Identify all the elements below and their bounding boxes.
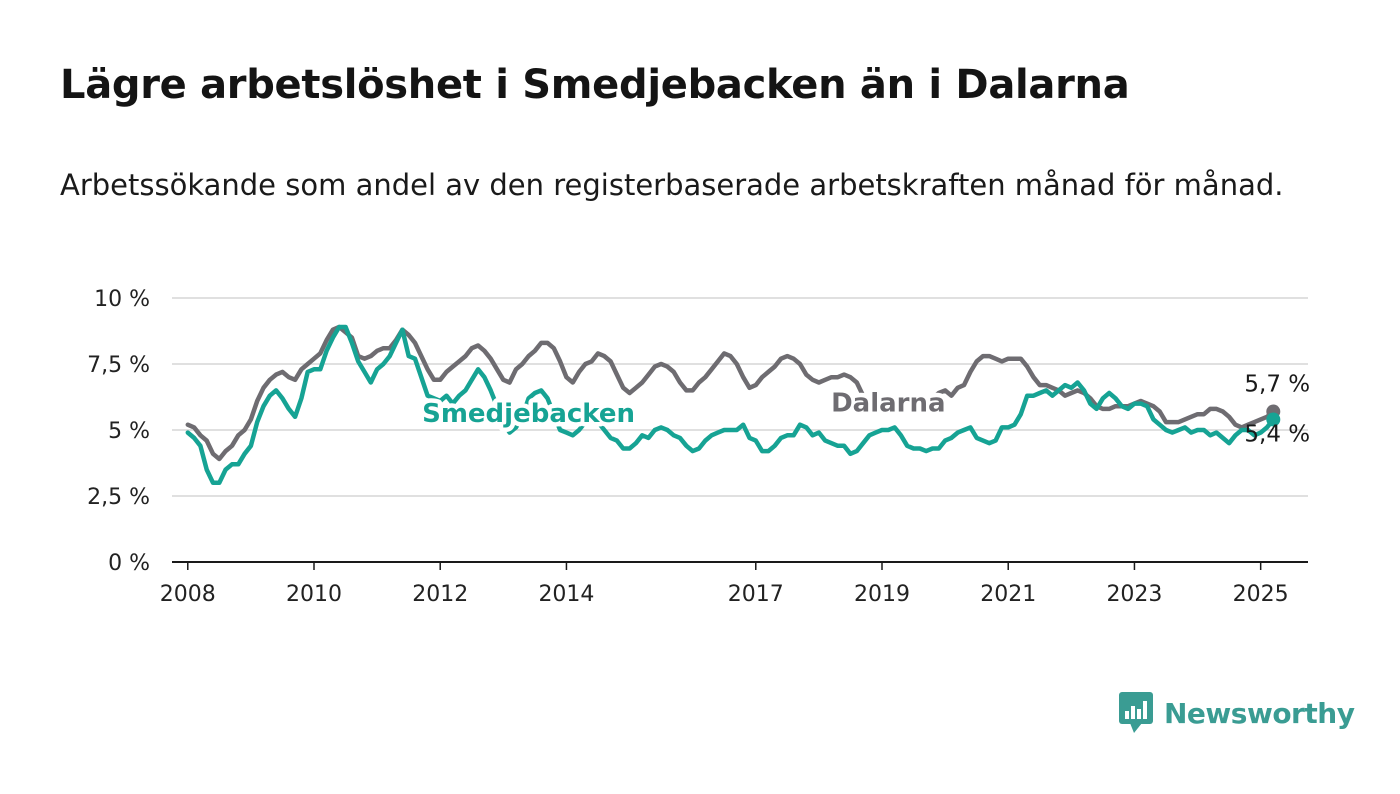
x-tick-label: 2008 (160, 582, 216, 607)
y-tick-label: 0 % (108, 551, 150, 576)
x-tick-label: 2014 (538, 582, 594, 607)
chart-bubble-icon (1119, 692, 1153, 733)
chart-subtitle: Arbetssökande som andel av den registerb… (60, 168, 1284, 202)
y-tick-label: 2,5 % (87, 485, 150, 510)
series-labels: DalarnaDalarnaSmedjebackenSmedjebacken5,… (418, 372, 1311, 448)
x-tick-label: 2019 (854, 582, 910, 607)
series-lines (185, 324, 1281, 486)
x-tick-label: 2010 (286, 582, 342, 607)
series-line-smedjebacken (185, 324, 1276, 486)
chart-title: Lägre arbetslöshet i Smedjebacken än i D… (60, 62, 1130, 108)
series-label-halo: Dalarna (831, 389, 945, 419)
x-tick-label: 2012 (412, 582, 468, 607)
x-tick-label: 2021 (980, 582, 1036, 607)
y-tick-label: 10 % (94, 287, 150, 312)
end-value-label-dalarna: 5,7 % (1244, 372, 1310, 398)
end-marker-smedjebacken (1266, 412, 1281, 427)
x-tick-label: 2023 (1106, 582, 1162, 607)
brand-logo: Newsworthy (1118, 690, 1355, 736)
y-tick-label: 7,5 % (87, 353, 150, 378)
x-axis-ticks: 2008 2010 2012 2014 2017 2019 2021 2023 2025 (160, 562, 1289, 607)
x-tick-label: 2017 (728, 582, 784, 607)
y-tick-label: 5 % (108, 419, 150, 444)
series-label-dalarna: Dalarna (831, 389, 945, 419)
end-value-label-smedjebacken: 5,4 % (1244, 421, 1310, 447)
brand-name: Newsworthy (1164, 696, 1355, 730)
series-label-halo: Smedjebacken (422, 399, 635, 429)
series-line-dalarna (185, 324, 1276, 462)
y-axis-ticks: 0 % 2,5 % 5 % 7,5 % 10 % (87, 287, 150, 576)
series-label-smedjebacken: Smedjebacken (422, 399, 635, 429)
x-tick-label: 2025 (1233, 582, 1289, 607)
